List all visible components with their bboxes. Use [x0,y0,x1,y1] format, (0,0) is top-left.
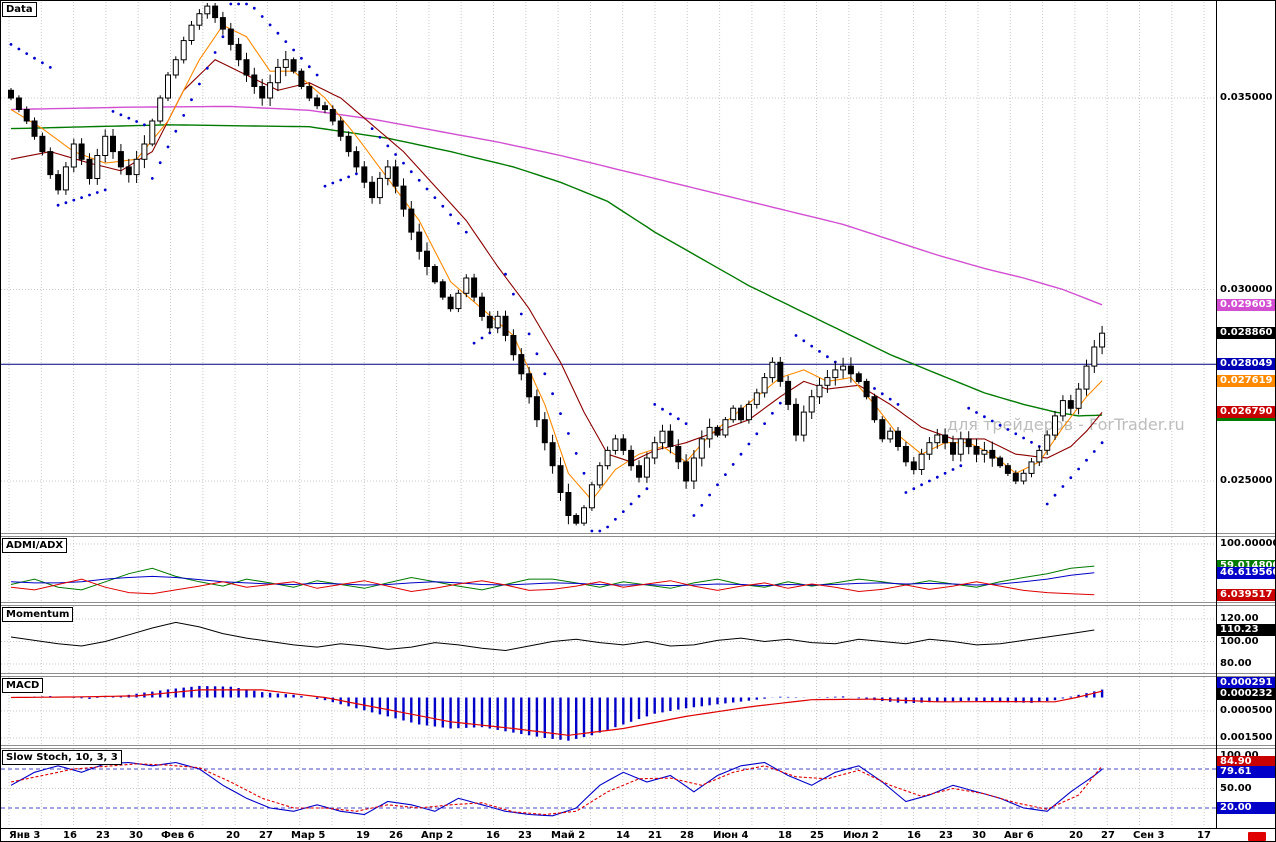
price-axis-tick: 100.00 [1220,750,1259,762]
panel-separator[interactable] [1,673,1275,677]
time-axis-label: 16 [907,830,921,841]
time-axis-label: 26 [389,830,403,841]
price-axis-tick: 0.030000 [1220,284,1273,295]
time-axis-label: 27 [259,830,273,841]
time-axis-label: 23 [518,830,532,841]
momentum-value-badge: 110.23 [1217,624,1275,636]
ma-orange-badge: 0.027619 [1217,375,1275,387]
chart-title: Data [2,2,37,17]
price-axis-tick: 0.001500 [1220,732,1273,743]
adx-value-badge: 46.619560 [1217,567,1275,579]
time-axis-label: Апр 2 [421,830,454,841]
time-axis-label: 27 [1101,830,1115,841]
stoch-d-badge: 84.90 [1217,756,1275,768]
parabolic-sar-dots [9,2,1104,533]
price-axis-tick: 0.000500 [1220,705,1273,716]
time-axis-label: Авг 6 [1004,830,1034,841]
minus-di-badge: 6.039517 [1217,589,1275,601]
ma-magenta-badge: 0.029603 [1217,299,1275,311]
price-axis-tick: 100.00 [1220,636,1259,647]
stoch-k-badge: 79.61 [1217,766,1275,778]
time-axis-label: 23 [939,830,953,841]
time-axis-label: Фев 6 [161,830,195,841]
stoch-panel-label: Slow Stoch, 10, 3, 3 [2,750,122,765]
time-axis-label: Янв 3 [9,830,41,841]
price-axis-tick: 50.00 [1220,783,1252,794]
price-axis-tick: 100.000000 [1220,538,1275,549]
panel-separator[interactable] [1,745,1275,749]
time-axis-label: 16 [486,830,500,841]
time-axis-label: 20 [1069,830,1083,841]
ma-orange-line [10,24,1103,502]
time-axis-label: Июн 4 [713,830,749,841]
time-axis-label: 28 [680,830,694,841]
close-price-badge: 0.028860 [1217,327,1275,339]
momentum-indicator [10,621,1095,652]
time-axis-label: 20 [226,830,240,841]
ma-magenta-line [10,105,1103,306]
stoch-level-badge: 20.00 [1217,802,1275,814]
time-axis-label: Май 2 [551,830,586,841]
price-axis-tick: 120.00 [1220,613,1259,624]
fortrader-logo-icon [1248,832,1266,841]
macd-panel-label: MACD [2,678,44,693]
momentum-panel-label: Momentum [2,607,74,622]
candlesticks [8,3,1106,526]
time-axis-label: Мар 5 [291,830,326,841]
time-axis-border [1,828,1275,829]
panel-separator[interactable] [1,602,1275,606]
ma-darkred-line [10,59,1103,463]
time-axis-label: 19 [356,830,370,841]
grid [1,2,1216,827]
time-axis-label: 18 [778,830,792,841]
ma-green-line [10,124,1103,417]
stochastic-indicator [10,761,1103,817]
price-axis-tick: 0.035000 [1220,92,1273,103]
macd-main-badge: 0.000291 [1217,677,1275,689]
panel-separator[interactable] [1,533,1275,537]
time-axis-label: 16 [63,830,77,841]
time-axis-label: 23 [96,830,110,841]
horizontal-line-badge: 0.028049 [1217,358,1275,370]
macd-indicator [10,685,1104,741]
time-axis-label: 21 [648,830,662,841]
price-axis-tick: 80.00 [1220,658,1252,669]
price-axis-border [1216,1,1217,828]
ma-darkred-badge: 0.026790 [1217,406,1275,418]
time-axis-label: Июл 2 [843,830,879,841]
price-axis-tick: 0.025000 [1220,475,1273,486]
macd-signal-badge: 0.000232 [1217,688,1275,700]
time-axis-label: 14 [616,830,630,841]
time-axis-label: 30 [972,830,986,841]
adx-indicator [10,565,1095,596]
time-axis-label: 17 [1197,830,1211,841]
time-axis-label: 30 [129,830,143,841]
adx-panel-label: ADMI/ADX [2,538,68,553]
time-axis-label: Сен 3 [1133,830,1165,841]
time-axis-label: 25 [810,830,824,841]
